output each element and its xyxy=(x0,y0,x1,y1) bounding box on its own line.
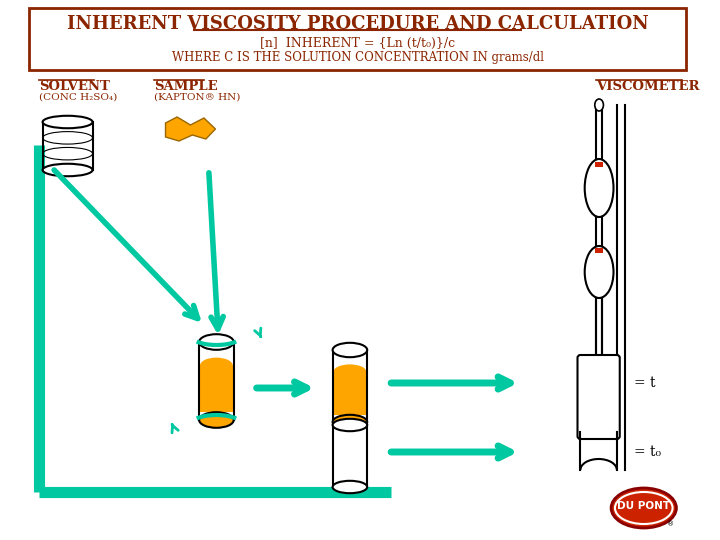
Polygon shape xyxy=(166,117,215,141)
Ellipse shape xyxy=(585,246,613,298)
Ellipse shape xyxy=(333,343,367,357)
Bar xyxy=(595,162,603,167)
Text: (KAPTON® HN): (KAPTON® HN) xyxy=(154,93,240,102)
Text: INHERENT VISCOSITY PROCEDURE AND CALCULATION: INHERENT VISCOSITY PROCEDURE AND CALCULA… xyxy=(67,15,649,33)
Text: = t: = t xyxy=(634,376,656,390)
Ellipse shape xyxy=(199,334,234,350)
Ellipse shape xyxy=(42,116,93,128)
Text: = t₀: = t₀ xyxy=(634,445,661,459)
Ellipse shape xyxy=(199,412,234,428)
Ellipse shape xyxy=(585,159,613,217)
Ellipse shape xyxy=(200,412,233,428)
Ellipse shape xyxy=(333,419,367,431)
Text: WHERE C IS THE SOLUTION CONCENTRATION IN grams/dl: WHERE C IS THE SOLUTION CONCENTRATION IN… xyxy=(171,51,544,64)
Bar xyxy=(333,372,366,415)
FancyBboxPatch shape xyxy=(577,355,620,439)
Text: SOLVENT: SOLVENT xyxy=(39,80,109,93)
Text: ®: ® xyxy=(667,521,674,527)
Ellipse shape xyxy=(200,357,233,373)
Text: SAMPLE: SAMPLE xyxy=(154,80,217,93)
Ellipse shape xyxy=(595,99,603,111)
Ellipse shape xyxy=(333,415,367,429)
Bar xyxy=(200,366,233,412)
Text: DU PONT: DU PONT xyxy=(617,501,670,511)
Ellipse shape xyxy=(333,364,366,379)
Ellipse shape xyxy=(333,415,366,429)
Ellipse shape xyxy=(611,488,676,528)
Text: VISCOMETER: VISCOMETER xyxy=(595,80,699,93)
Ellipse shape xyxy=(333,481,367,493)
Text: (CONC H₂SO₄): (CONC H₂SO₄) xyxy=(39,93,117,102)
Bar xyxy=(42,122,93,170)
FancyBboxPatch shape xyxy=(30,8,686,70)
Text: [n]  INHERENT = {Ln (t/t₀)}/c: [n] INHERENT = {Ln (t/t₀)}/c xyxy=(260,37,455,50)
Bar xyxy=(595,248,603,253)
Ellipse shape xyxy=(42,164,93,176)
